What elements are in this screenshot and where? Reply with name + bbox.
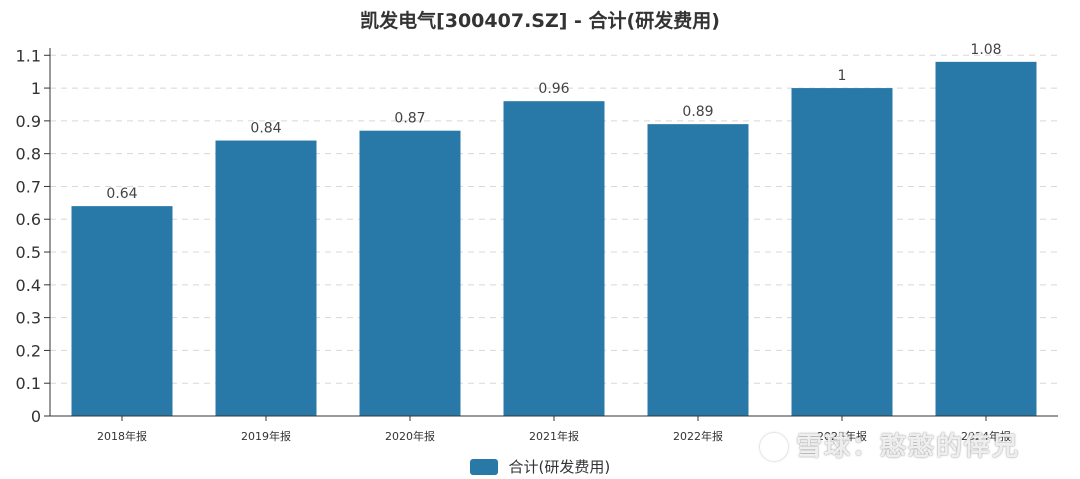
data-label: 0.87 xyxy=(394,111,425,127)
bar xyxy=(359,130,461,416)
bar xyxy=(647,124,749,417)
x-tick-label: 2018年报 xyxy=(97,429,147,443)
bars xyxy=(71,61,1037,417)
data-label: 0.84 xyxy=(250,121,281,137)
x-tick-label: 2023年报 xyxy=(817,429,867,443)
y-tick-label: 0.9 xyxy=(16,112,41,131)
bar xyxy=(791,88,893,416)
x-tick-label: 2021年报 xyxy=(529,429,579,443)
y-tick-label: 0.4 xyxy=(16,276,41,295)
x-tick-label: 2019年报 xyxy=(241,429,291,443)
y-tick-label: 0 xyxy=(31,407,41,426)
axes xyxy=(44,48,1058,421)
legend-label: 合计(研发费用) xyxy=(508,458,611,476)
bar xyxy=(503,101,605,417)
data-label: 0.96 xyxy=(538,81,569,97)
y-tick-label: 0.8 xyxy=(16,145,41,164)
data-label: 1 xyxy=(838,68,847,84)
legend-swatch xyxy=(469,459,498,475)
labels: 0 0.1 0.2 0.3 0.4 0.5 0.6 0.7 0.8 0.9 1 1.1 0.64 2018… xyxy=(16,42,1011,443)
snowball-logo-icon xyxy=(760,433,788,461)
y-tick-label: 0.7 xyxy=(16,177,41,196)
y-tick-label: 0.1 xyxy=(16,374,41,393)
legend[interactable]: 合计(研发费用) xyxy=(0,456,1080,477)
y-tick-label: 0.5 xyxy=(16,243,41,262)
bar xyxy=(71,206,173,416)
bar xyxy=(935,61,1037,417)
data-label: 1.08 xyxy=(970,42,1001,58)
bar xyxy=(215,140,317,417)
y-tick-label: 0.6 xyxy=(16,210,41,229)
data-label: 0.64 xyxy=(106,186,137,202)
y-tick-label: 1.1 xyxy=(16,46,41,65)
chart-title: 凯发电气[300407.SZ] - 合计(研发费用) xyxy=(360,10,720,32)
y-tick-label: 0.2 xyxy=(16,341,41,360)
x-tick-label: 2020年报 xyxy=(385,429,435,443)
data-label: 0.89 xyxy=(682,104,713,120)
x-tick-label: 2022年报 xyxy=(673,429,723,443)
y-tick-label: 0.3 xyxy=(16,309,41,328)
watermark-text: 雪球：憨憨的倖兄 xyxy=(796,432,1021,462)
watermark: 雪球：憨憨的倖兄 xyxy=(760,426,1020,463)
y-tick-label: 1 xyxy=(31,79,41,98)
x-tick-label: 2024年报 xyxy=(961,429,1011,443)
